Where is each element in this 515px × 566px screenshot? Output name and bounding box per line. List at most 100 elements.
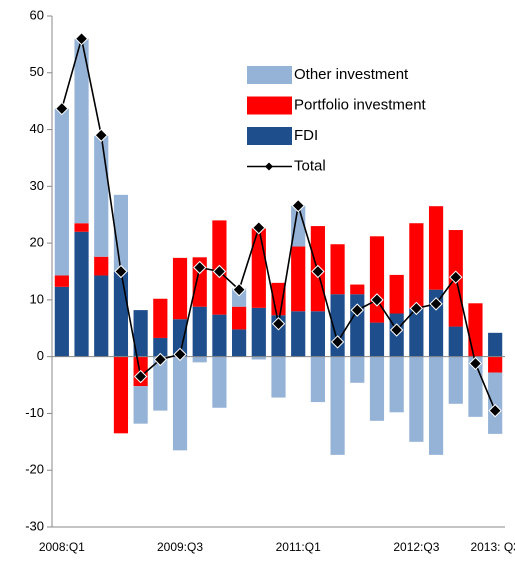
total-marker [389, 323, 404, 337]
legend-marker [265, 162, 273, 171]
bar [74, 231, 89, 357]
total-marker [252, 221, 266, 235]
total-marker [271, 317, 286, 331]
total-marker [55, 101, 69, 116]
bar [54, 275, 69, 287]
y-tick-label: -30 [25, 518, 44, 533]
bar [153, 356, 168, 411]
bar [488, 372, 503, 434]
bar [113, 271, 129, 357]
bar [350, 284, 365, 295]
total-marker [74, 32, 89, 46]
bar [369, 322, 385, 357]
bar [94, 256, 109, 276]
bar [153, 337, 168, 357]
bar [172, 356, 188, 451]
bar [54, 108, 69, 276]
total-marker [429, 297, 443, 311]
bar [251, 307, 266, 357]
bar [232, 288, 247, 307]
bar [172, 319, 188, 357]
bar [153, 298, 168, 338]
bar [94, 135, 109, 257]
bar [488, 332, 503, 357]
bar [172, 257, 188, 320]
y-tick-label: 30 [30, 178, 44, 193]
bar [310, 311, 325, 357]
legend-swatch [247, 96, 292, 115]
legend-label: FDI [294, 127, 318, 144]
bar [192, 306, 207, 357]
total-marker [330, 335, 345, 349]
bar [428, 206, 444, 290]
bar [133, 310, 148, 357]
y-tick-label: 50 [30, 64, 44, 79]
bar [54, 286, 69, 357]
total-marker [94, 128, 108, 142]
x-tick-label: 2009:Q3 [157, 540, 203, 554]
bar [212, 356, 227, 408]
bar [212, 314, 227, 357]
bar [468, 303, 483, 357]
legend-label: Portfolio investment [294, 96, 427, 113]
x-tick-label: 2012:Q3 [393, 540, 439, 554]
total-marker [114, 264, 128, 279]
bar [448, 356, 463, 404]
bar [369, 356, 385, 421]
bar [409, 308, 424, 357]
y-tick-label: 0 [37, 348, 44, 363]
total-marker [409, 301, 424, 316]
total-marker [232, 282, 246, 297]
total-marker [291, 198, 305, 213]
x-tick-label: 2011:Q1 [276, 540, 321, 554]
bar [291, 311, 306, 357]
total-marker [468, 356, 483, 371]
y-tick-label: -20 [25, 462, 44, 477]
bar [409, 356, 424, 442]
bar [232, 306, 247, 330]
total-marker [488, 403, 502, 418]
bar [94, 275, 109, 357]
bar [350, 356, 365, 383]
legend-swatch [247, 66, 292, 84]
total-marker [370, 293, 384, 307]
bar [488, 356, 503, 373]
bar [251, 228, 266, 308]
total-marker [133, 369, 148, 384]
legend-label: Other investment [294, 66, 409, 83]
x-tick-label: 2013: Q3 [470, 540, 515, 554]
bar [448, 326, 463, 357]
bar [291, 246, 306, 312]
total-marker [212, 264, 227, 279]
bar [330, 356, 345, 455]
bar [74, 223, 89, 232]
bar [74, 38, 89, 224]
bar [113, 356, 129, 434]
bar [369, 236, 385, 323]
bar [271, 356, 286, 398]
bar [310, 356, 325, 403]
total-marker [173, 347, 187, 362]
total-marker [153, 352, 168, 367]
total-marker [311, 264, 325, 279]
y-tick-label: 40 [30, 121, 44, 136]
total-marker [449, 270, 463, 284]
bar [428, 356, 444, 455]
total-marker [193, 260, 207, 275]
bar [232, 329, 247, 357]
y-tick-label: 10 [30, 291, 44, 306]
x-tick-label: 2008:Q1 [39, 540, 85, 554]
bar [251, 356, 266, 360]
bar [133, 386, 148, 424]
y-tick-label: -10 [25, 405, 44, 420]
bar [192, 356, 207, 363]
bar [389, 274, 404, 314]
legend-swatch [247, 127, 292, 145]
bar [330, 244, 345, 295]
bar [409, 223, 424, 309]
y-tick-label: 60 [30, 7, 44, 22]
legend-label: Total [294, 157, 326, 174]
bar [389, 356, 404, 413]
